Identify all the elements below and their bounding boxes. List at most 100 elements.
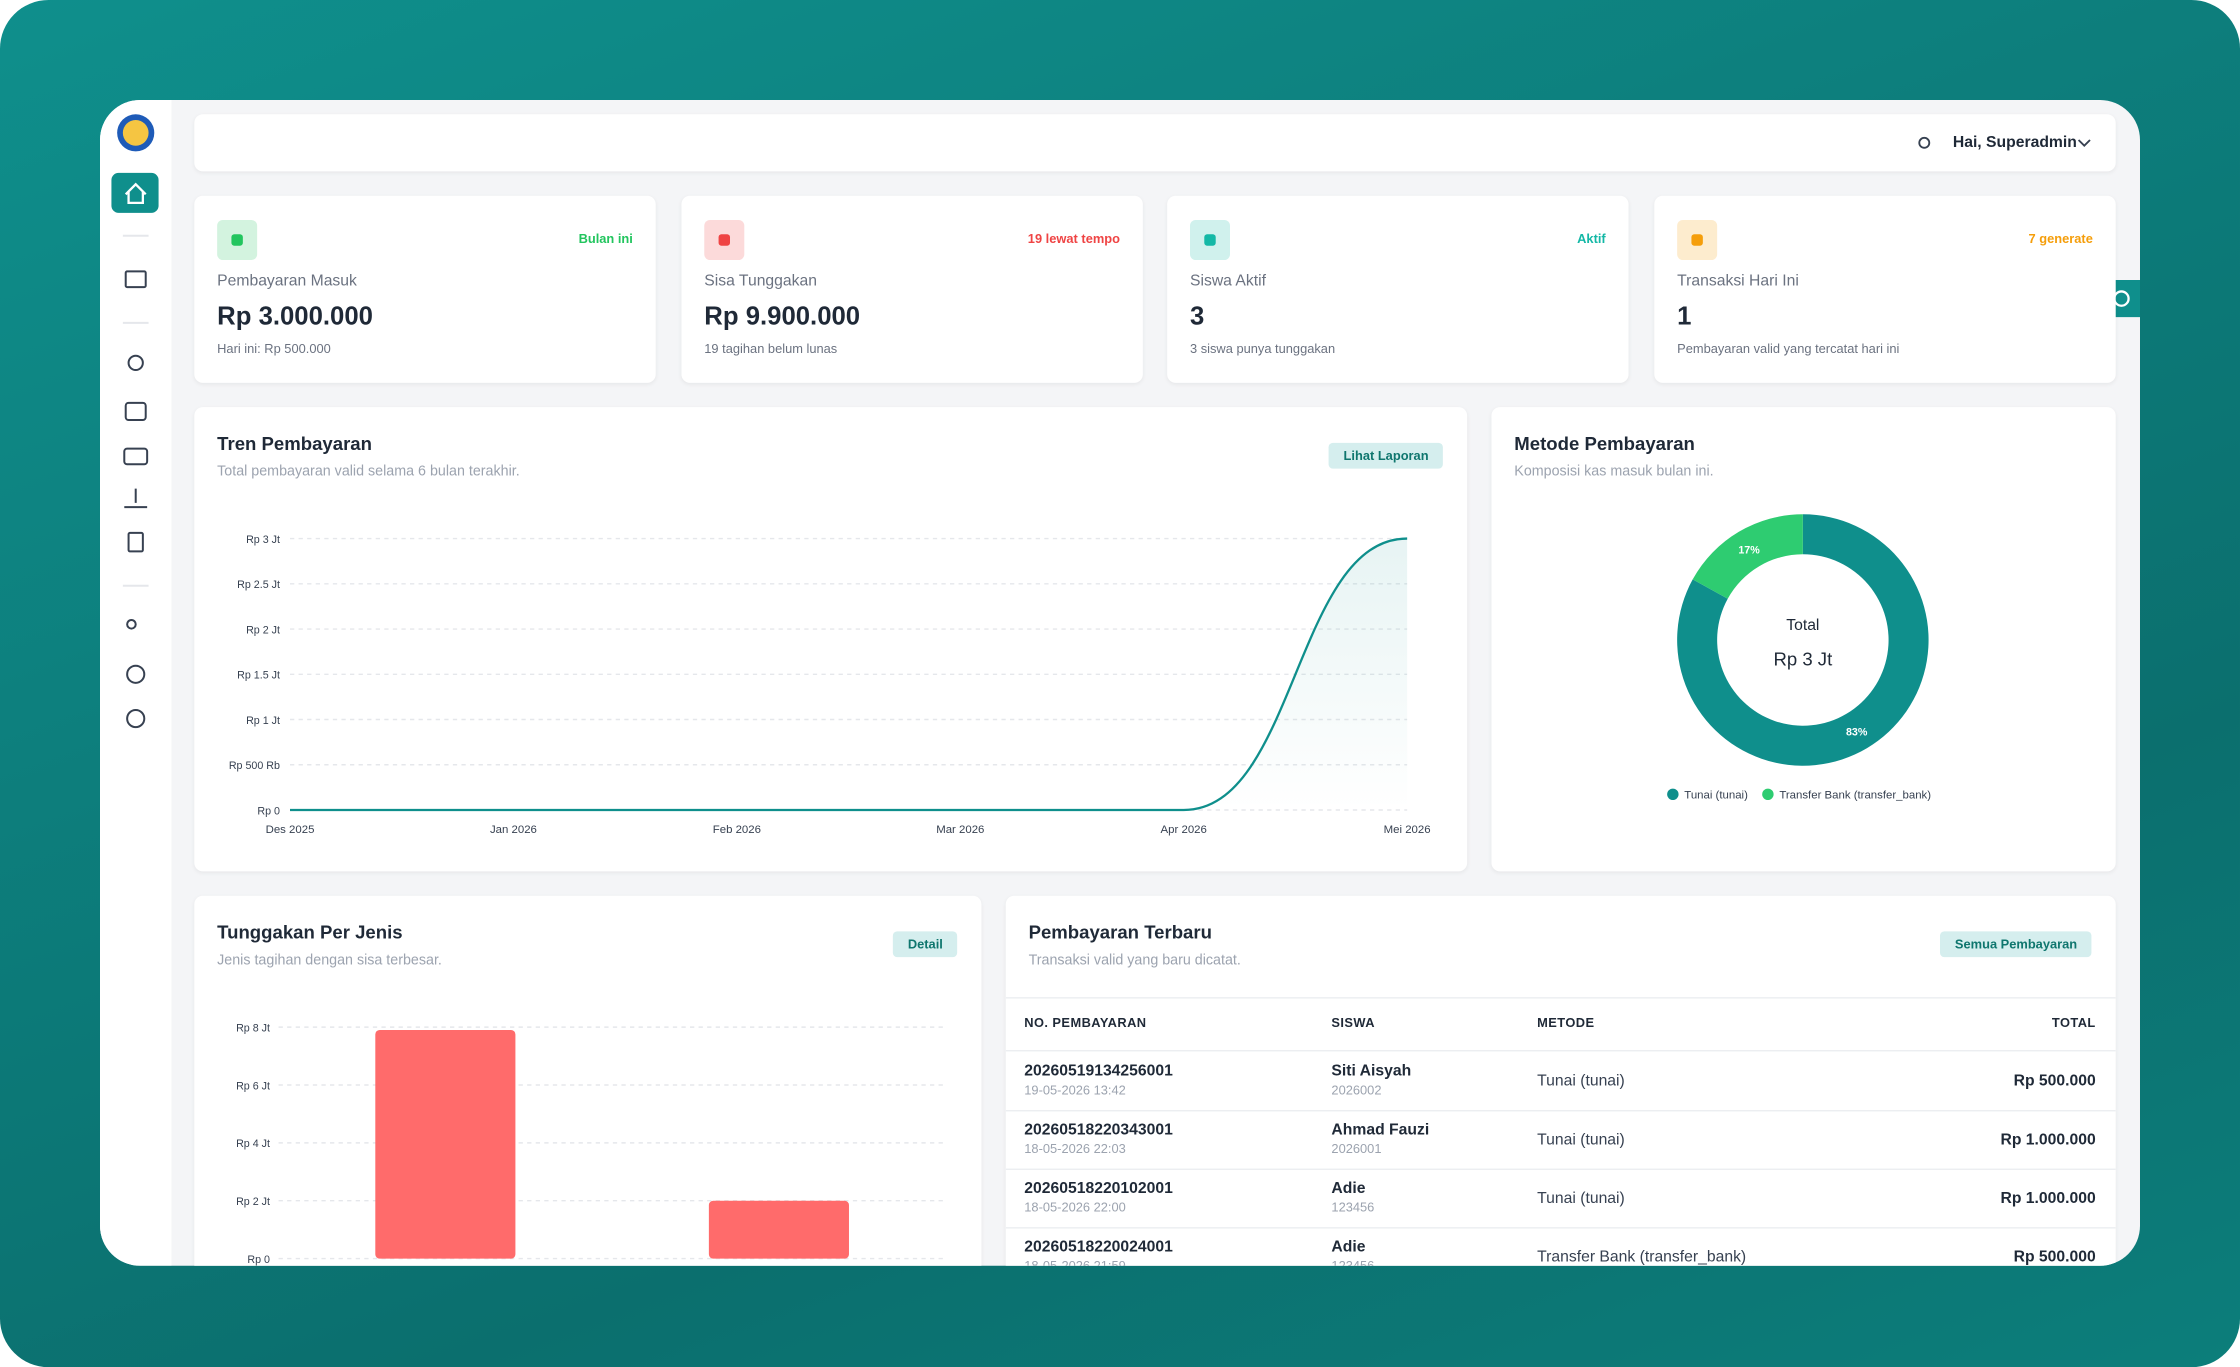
nav-table[interactable]	[124, 270, 147, 289]
y-tick-label: Rp 2.5 Jt	[237, 579, 280, 591]
theme-toggle[interactable]	[1914, 133, 1934, 153]
stat-icon-dot	[1204, 234, 1216, 246]
stat-note: 3 siswa punya tunggakan	[1189, 341, 1336, 356]
y-tick-label: Rp 2 Jt	[246, 624, 280, 636]
card-subtitle: Transaksi valid yang baru dicatat.	[1028, 952, 1241, 969]
sidebar	[99, 99, 172, 1266]
stat-value: Rp 3.000.000	[217, 301, 373, 330]
stat-label: Transaksi Hari Ini	[1677, 272, 1799, 290]
logo-inner	[122, 119, 149, 146]
stat-icon-dot	[231, 234, 243, 246]
table-card: Pembayaran Terbaru Transaksi valid yang b…	[1005, 895, 2116, 1266]
donut-chart: 83% 17% Total Rp 3 Jt Tunai (tunai) Transfer …	[1667, 514, 1931, 802]
x-tick-label: Apr 2026	[1161, 824, 1207, 836]
column-header: TOTAL	[2051, 1015, 2096, 1030]
bar	[708, 1200, 849, 1259]
action-button[interactable]: Semua Pembayaran	[1940, 931, 2092, 958]
divider	[1005, 997, 2116, 999]
line-chart-card: Tren Pembayaran Total pembayaran valid se…	[194, 407, 1468, 872]
payment-number: 20260518220102001	[1024, 1179, 1173, 1198]
stat-card: Bulan ini Pembayaran Masuk Rp 3.000.000 Har…	[194, 195, 656, 383]
column-header: NO. PEMBAYARAN	[1024, 1015, 1147, 1030]
student-name: Ahmad Fauzi	[1331, 1121, 1430, 1139]
nav-home[interactable]	[111, 172, 159, 213]
stat-card: 19 lewat tempo Sisa Tunggakan Rp 9.900.000…	[681, 195, 1143, 383]
nav-report[interactable]	[127, 531, 144, 553]
payment-number: 20260519134256001	[1024, 1062, 1173, 1080]
payment-number: 20260518220024001	[1024, 1238, 1173, 1256]
payment-method: Transfer Bank (transfer_bank)	[1537, 1248, 1747, 1266]
action-button[interactable]: Detail	[893, 931, 958, 958]
legend-swatch	[1762, 788, 1774, 800]
y-tick-label: Rp 2 Jt	[236, 1196, 270, 1208]
x-tick-label: Mar 2026	[936, 824, 984, 836]
nav-students[interactable]	[127, 354, 144, 371]
stat-note: Hari ini: Rp 500.000	[217, 341, 331, 356]
app-window: Hai, Superadmin Bulan ini Pembayaran Masu…	[99, 99, 2140, 1266]
stat-icon-dot	[718, 234, 730, 246]
row-divider	[1005, 1109, 2116, 1112]
stat-label: Pembayaran Masuk	[217, 272, 357, 290]
y-tick-label: Rp 0	[247, 1254, 270, 1266]
nav-bills[interactable]	[124, 401, 147, 421]
user-menu[interactable]: Hai, Superadmin	[1952, 134, 2077, 152]
stat-label: Sisa Tunggakan	[704, 272, 817, 290]
payment-total: Rp 1.000.000	[2000, 1131, 2096, 1149]
student-id: 123456	[1331, 1199, 1375, 1215]
nav-income[interactable]	[124, 488, 148, 509]
payment-number: 20260518220343001	[1024, 1121, 1173, 1139]
bar-chart-card: Tunggakan Per Jenis Jenis tagihan dengan …	[194, 895, 982, 1266]
card-subtitle: Total pembayaran valid selama 6 bulan te…	[217, 464, 520, 480]
action-button[interactable]: Lihat Laporan	[1329, 442, 1443, 469]
bar	[375, 1030, 516, 1259]
stat-badge: 7 generate	[2028, 231, 2093, 246]
y-tick-label: Rp 0	[257, 805, 280, 817]
card-title: Tunggakan Per Jenis	[217, 921, 403, 943]
segment-label: 83%	[1846, 726, 1868, 738]
stat-badge: 19 lewat tempo	[1027, 231, 1120, 246]
student-id: 123456	[1331, 1259, 1374, 1266]
student-name: Adie	[1331, 1238, 1366, 1256]
legend-swatch	[1667, 788, 1679, 800]
payment-method: Tunai (tunai)	[1537, 1189, 1625, 1208]
stat-icon-dot	[1691, 234, 1703, 246]
payment-date: 18-05-2026 22:03	[1024, 1141, 1126, 1156]
segment-label: 17%	[1738, 544, 1760, 556]
payment-total: Rp 500.000	[2013, 1072, 2096, 1090]
legend-label: Transfer Bank (transfer_bank)	[1779, 790, 1931, 802]
card-title: Pembayaran Terbaru	[1028, 921, 1212, 943]
column-header: METODE	[1537, 1015, 1595, 1030]
stat-note: Pembayaran valid yang tercatat hari ini	[1677, 341, 1900, 356]
payment-date: 19-05-2026 13:42	[1024, 1082, 1126, 1098]
y-tick-label: Rp 500 Rb	[229, 760, 280, 772]
area	[289, 538, 1408, 810]
line-chart: Rp 0 Rp 500 Rb Rp 1 Jt Rp 1.5 Jt Rp 2 Jt Rp 2…	[229, 534, 1431, 836]
line	[289, 537, 1408, 812]
payment-date: 18-05-2026 22:00	[1024, 1199, 1126, 1215]
legend-label: Tunai (tunai)	[1684, 790, 1748, 802]
column-header: SISWA	[1331, 1015, 1376, 1030]
chevron	[2077, 139, 2091, 148]
student-id: 2026002	[1331, 1082, 1382, 1098]
nav-history[interactable]	[126, 708, 146, 729]
payment-method: Tunai (tunai)	[1537, 1131, 1625, 1149]
bar-chart: Rp 0 Rp 2 Jt Rp 4 Jt Rp 6 Jt Rp 8 Jt	[236, 1022, 946, 1266]
stat-card: Aktif Siswa Aktif 3 3 siswa punya tunggakan	[1167, 195, 1629, 383]
nav-settings[interactable]	[126, 664, 146, 684]
divider	[1005, 1049, 2116, 1052]
stat-label: Siswa Aktif	[1189, 272, 1266, 290]
stat-value: 1	[1677, 301, 1692, 330]
payment-date: 18-05-2026 21:59	[1024, 1259, 1126, 1266]
nav-payments[interactable]	[123, 447, 149, 466]
row-divider	[1005, 1227, 2116, 1229]
stat-card: 7 generate Transaksi Hari Ini 1 Pembayaran …	[1654, 195, 2116, 383]
card-subtitle: Jenis tagihan dengan sisa terbesar.	[217, 952, 442, 969]
y-tick-label: Rp 4 Jt	[236, 1138, 270, 1150]
x-tick-label: Des 2025	[266, 824, 315, 836]
card-title: Tren Pembayaran	[217, 432, 372, 455]
student-id: 2026001	[1331, 1141, 1382, 1156]
stat-badge: Aktif	[1577, 231, 1606, 246]
y-tick-label: Rp 8 Jt	[236, 1022, 270, 1034]
nav-users[interactable]	[126, 618, 137, 630]
stat-value: Rp 9.900.000	[704, 301, 861, 330]
